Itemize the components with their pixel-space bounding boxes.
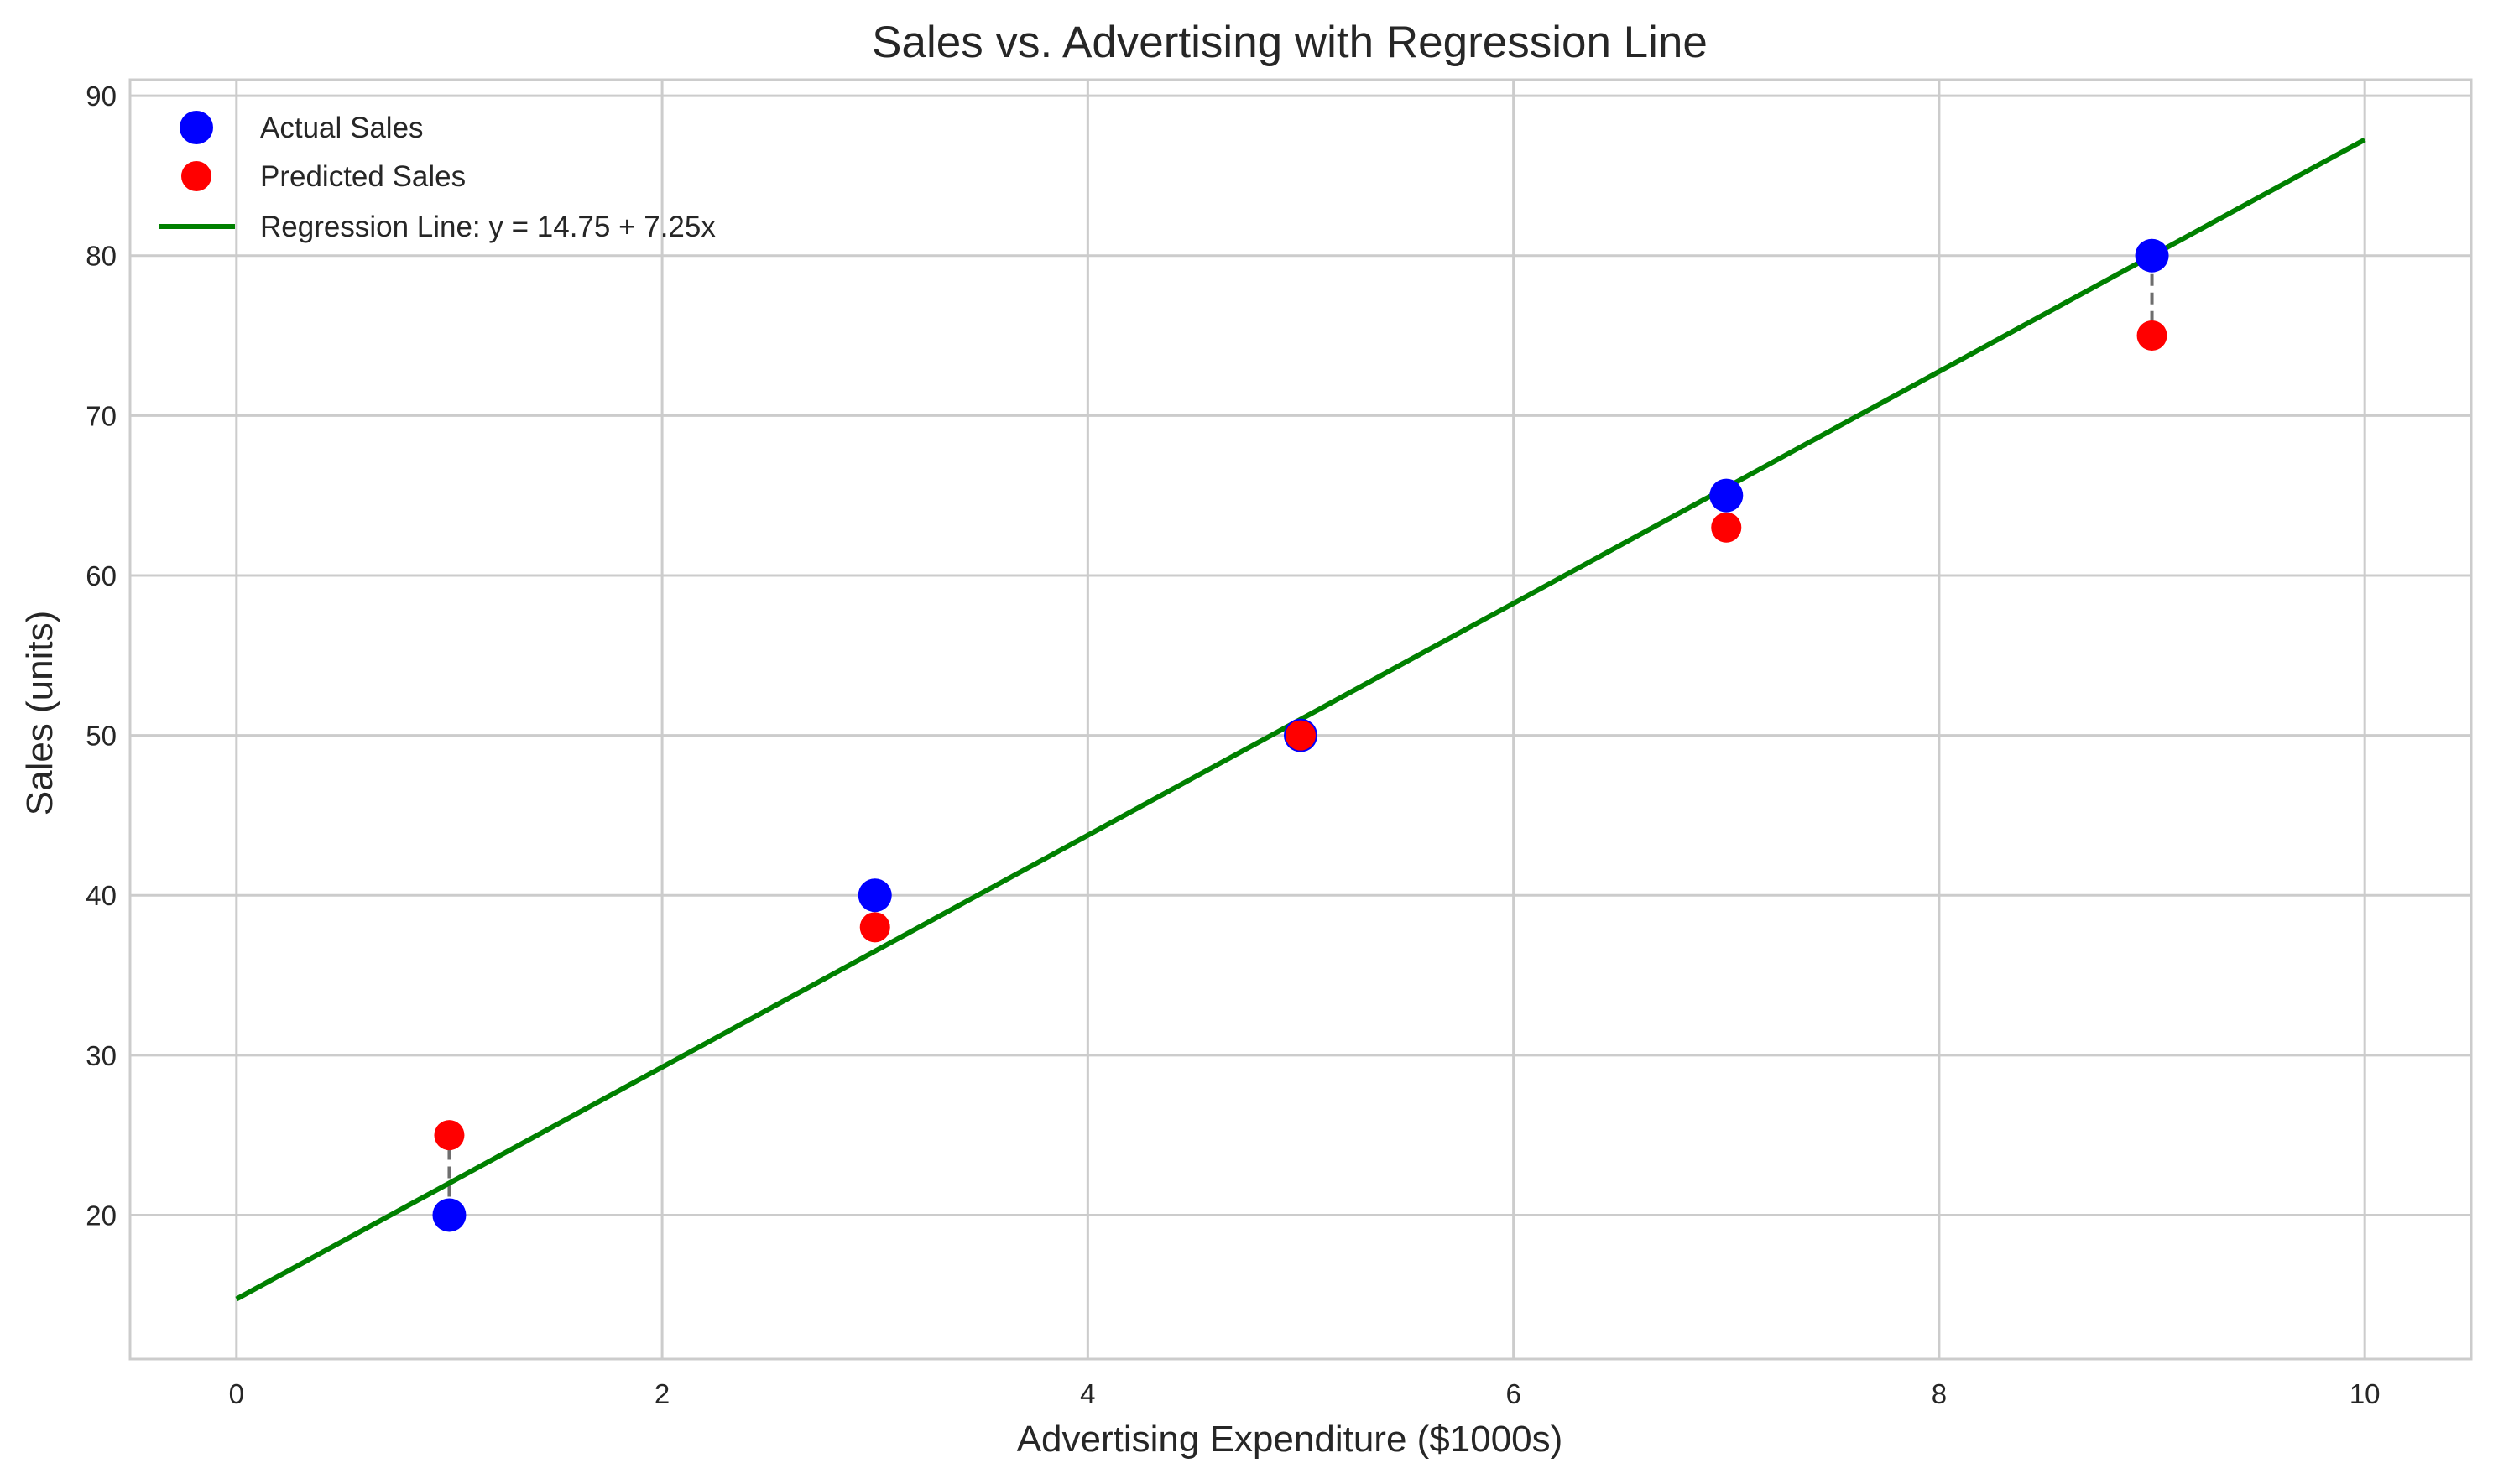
x-tick-labels: 0 2 4 6 8 10 bbox=[229, 1378, 2381, 1409]
x-tick-label: 4 bbox=[1080, 1378, 1095, 1409]
x-tick-label: 10 bbox=[2350, 1378, 2381, 1409]
legend-entry: Predicted Sales bbox=[260, 160, 466, 193]
x-tick-label: 0 bbox=[229, 1378, 244, 1409]
data-points bbox=[432, 238, 2169, 1232]
y-tick-label: 70 bbox=[86, 400, 117, 431]
y-tick-label: 90 bbox=[86, 81, 117, 112]
y-tick-label: 60 bbox=[86, 560, 117, 591]
predicted-sales-point bbox=[1286, 720, 1316, 751]
predicted-sales-point bbox=[2136, 320, 2167, 351]
legend-predicted-marker bbox=[181, 161, 211, 191]
predicted-sales-point bbox=[434, 1120, 465, 1151]
plot-frame bbox=[128, 78, 2473, 1361]
y-axis-label: Sales (units) bbox=[19, 611, 60, 816]
y-tick-label: 30 bbox=[86, 1040, 117, 1071]
x-tick-label: 6 bbox=[1505, 1378, 1520, 1409]
actual-sales-point bbox=[1709, 478, 1744, 513]
x-tick-label: 2 bbox=[655, 1378, 670, 1409]
y-tick-label: 20 bbox=[86, 1200, 117, 1231]
legend-actual-marker bbox=[180, 111, 213, 144]
legend-entry: Actual Sales bbox=[260, 112, 424, 144]
predicted-sales-point bbox=[1711, 512, 1742, 543]
actual-sales-point bbox=[2135, 238, 2169, 273]
chart-title: Sales vs. Advertising with Regression Li… bbox=[872, 18, 1708, 67]
y-tick-label: 80 bbox=[86, 241, 117, 272]
x-axis-label: Advertising Expenditure ($1000s) bbox=[1017, 1419, 1563, 1460]
y-tick-labels: 20 30 40 50 60 70 80 90 bbox=[86, 81, 117, 1231]
legend: Actual Sales Predicted Sales Regression Li… bbox=[159, 111, 716, 243]
actual-sales-point bbox=[858, 878, 892, 913]
x-tick-label: 8 bbox=[1932, 1378, 1947, 1409]
legend-entry: Regression Line: y = 14.75 + 7.25x bbox=[260, 211, 716, 243]
y-tick-label: 40 bbox=[86, 880, 117, 911]
y-tick-label: 50 bbox=[86, 721, 117, 752]
actual-sales-point bbox=[432, 1198, 467, 1232]
predicted-sales-point bbox=[859, 912, 890, 943]
